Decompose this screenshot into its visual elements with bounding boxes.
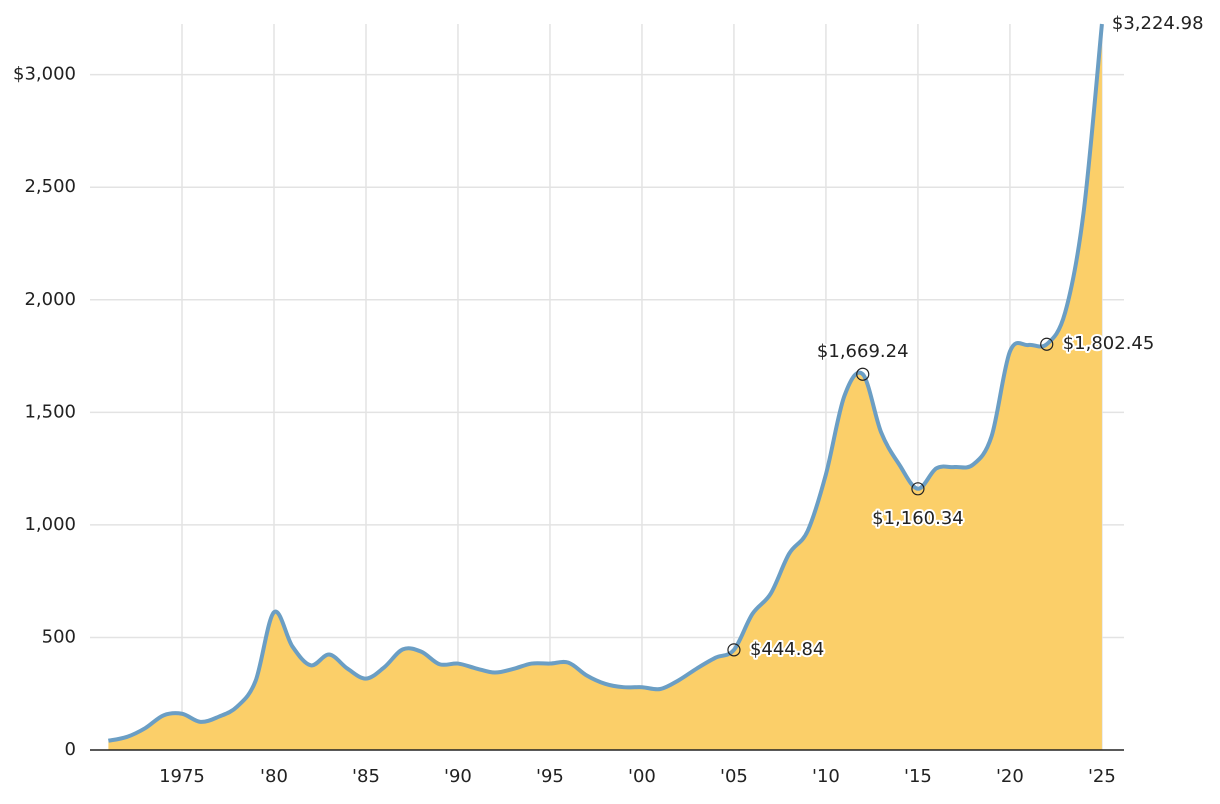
y-tick-label: 1,000 — [24, 514, 76, 535]
x-tick-label: '05 — [720, 766, 748, 787]
x-tick-label: '20 — [996, 766, 1024, 787]
point-marker — [727, 643, 741, 657]
point-marker — [856, 367, 870, 381]
y-tick-label: $3,000 — [13, 64, 76, 85]
line — [107, 23, 1104, 743]
data-label: $444.84 — [750, 639, 824, 660]
point-marker — [911, 482, 925, 496]
x-tick-label: '90 — [444, 766, 472, 787]
y-tick-label: 0 — [65, 739, 76, 760]
x-tick-label: '25 — [1088, 766, 1116, 787]
x-tick-label: '10 — [812, 766, 840, 787]
x-tick-label: '15 — [904, 766, 932, 787]
x-tick-label: '85 — [352, 766, 380, 787]
y-tick-label: 2,500 — [24, 176, 76, 197]
y-tick-label: 1,500 — [24, 401, 76, 422]
x-tick-label: 1975 — [159, 766, 205, 787]
y-tick-label: 500 — [42, 626, 76, 647]
area — [108, 24, 1102, 750]
data-label: $1,802.45 — [1063, 333, 1155, 354]
data-label: $1,160.34 — [872, 508, 964, 529]
x-tick-label: '00 — [628, 766, 656, 787]
y-tick-label: 2,000 — [24, 289, 76, 310]
data-label: $1,669.24 — [817, 341, 909, 362]
data-label: $3,224.98 — [1112, 13, 1204, 34]
x-tick-label: '95 — [536, 766, 564, 787]
x-tick-label: '80 — [260, 766, 288, 787]
point-marker — [1040, 337, 1054, 351]
